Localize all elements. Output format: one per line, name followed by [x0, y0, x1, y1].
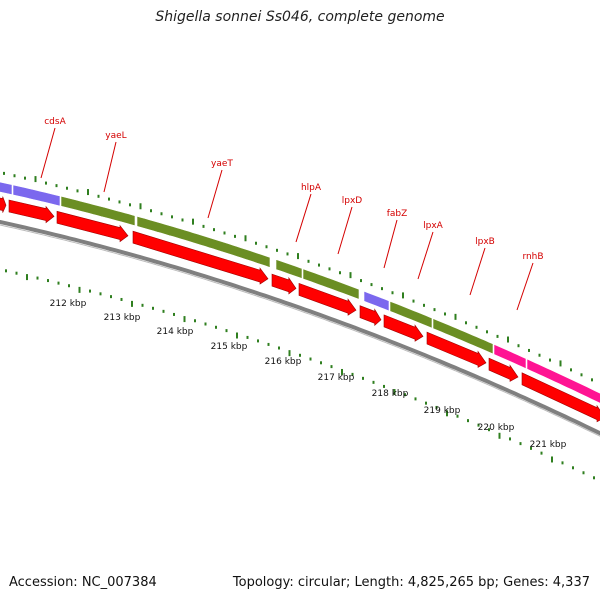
cds-arrow-layer [0, 196, 600, 423]
feature-segment [526, 358, 600, 404]
feature-segment [136, 215, 271, 268]
gene-leader-line [516, 262, 534, 311]
gene-leader-line [337, 206, 353, 255]
gene-leader-line [207, 169, 223, 219]
gene-label-lpxA: lpxA [423, 221, 444, 231]
backbone-shadow [0, 224, 600, 437]
gene-label-lpxB: lpxB [475, 237, 495, 247]
gene-label-layer: cdsA yaeL yaeT hlpA lpxD fabZ lpxA lpxB rnhB [40, 117, 544, 311]
gene-label-fabZ: fabZ [387, 209, 408, 219]
cds-arrow [488, 357, 519, 382]
cds-arrow [56, 210, 129, 243]
gene-label-yaeT: yaeT [211, 159, 233, 169]
feature-segment [0, 181, 13, 196]
topology-text: Topology: circular; Length: 4,825,265 bp… [232, 575, 590, 590]
cds-arrow [8, 199, 55, 224]
gene-label-lpxD: lpxD [342, 196, 363, 206]
cds-arrow [271, 273, 297, 295]
tick-layer [3, 171, 595, 480]
kbp-label: 221 kbp [530, 440, 567, 450]
kbp-label: 219 kbp [424, 406, 461, 416]
backbone-layer [0, 219, 600, 437]
cds-arrow [0, 196, 7, 213]
feature-segment [12, 184, 61, 207]
feature-segment [493, 343, 527, 370]
kbp-label: 214 kbp [157, 327, 194, 337]
kbp-label: 213 kbp [104, 313, 141, 323]
gene-leader-line [383, 219, 398, 269]
kbp-label: 218 kbp [372, 389, 409, 399]
gene-leader-line [469, 247, 486, 296]
cds-arrow [426, 331, 487, 368]
accession-text: Accession: NC_007384 [9, 575, 157, 590]
gene-label-rnhB: rnhB [522, 252, 543, 262]
gene-leader-line [417, 231, 434, 280]
gene-leader-line [40, 127, 56, 179]
kbp-label: 220 kbp [478, 423, 515, 433]
kbp-label: 217 kbp [318, 373, 355, 383]
cds-arrow [132, 230, 269, 285]
feature-segment [275, 259, 303, 279]
feature-segment [363, 290, 390, 312]
feature-segment [60, 195, 136, 227]
kbp-label: 216 kbp [265, 357, 302, 367]
feature-segment [302, 268, 360, 300]
gene-leader-line [103, 141, 117, 193]
kbp-label: 212 kbp [50, 299, 87, 309]
kbp-label-layer: 212 kbp 213 kbp 214 kbp 215 kbp 216 kbp 217 k… [50, 299, 567, 450]
cds-arrow [298, 282, 357, 316]
cds-arrow [521, 372, 600, 423]
gene-leader-line [295, 193, 312, 243]
feature-layer [0, 181, 600, 404]
backbone-line [0, 219, 600, 436]
feature-segment [389, 300, 433, 329]
gene-label-cdsA: cdsA [44, 117, 66, 127]
feature-segment [432, 318, 494, 355]
map-title: Shigella sonnei Ss046, complete genome [155, 9, 445, 25]
cds-arrow [359, 305, 382, 326]
kbp-label: 215 kbp [211, 342, 248, 352]
gene-label-yaeL: yaeL [105, 131, 126, 141]
gene-label-hlpA: hlpA [301, 183, 322, 193]
cds-arrow [383, 314, 424, 342]
